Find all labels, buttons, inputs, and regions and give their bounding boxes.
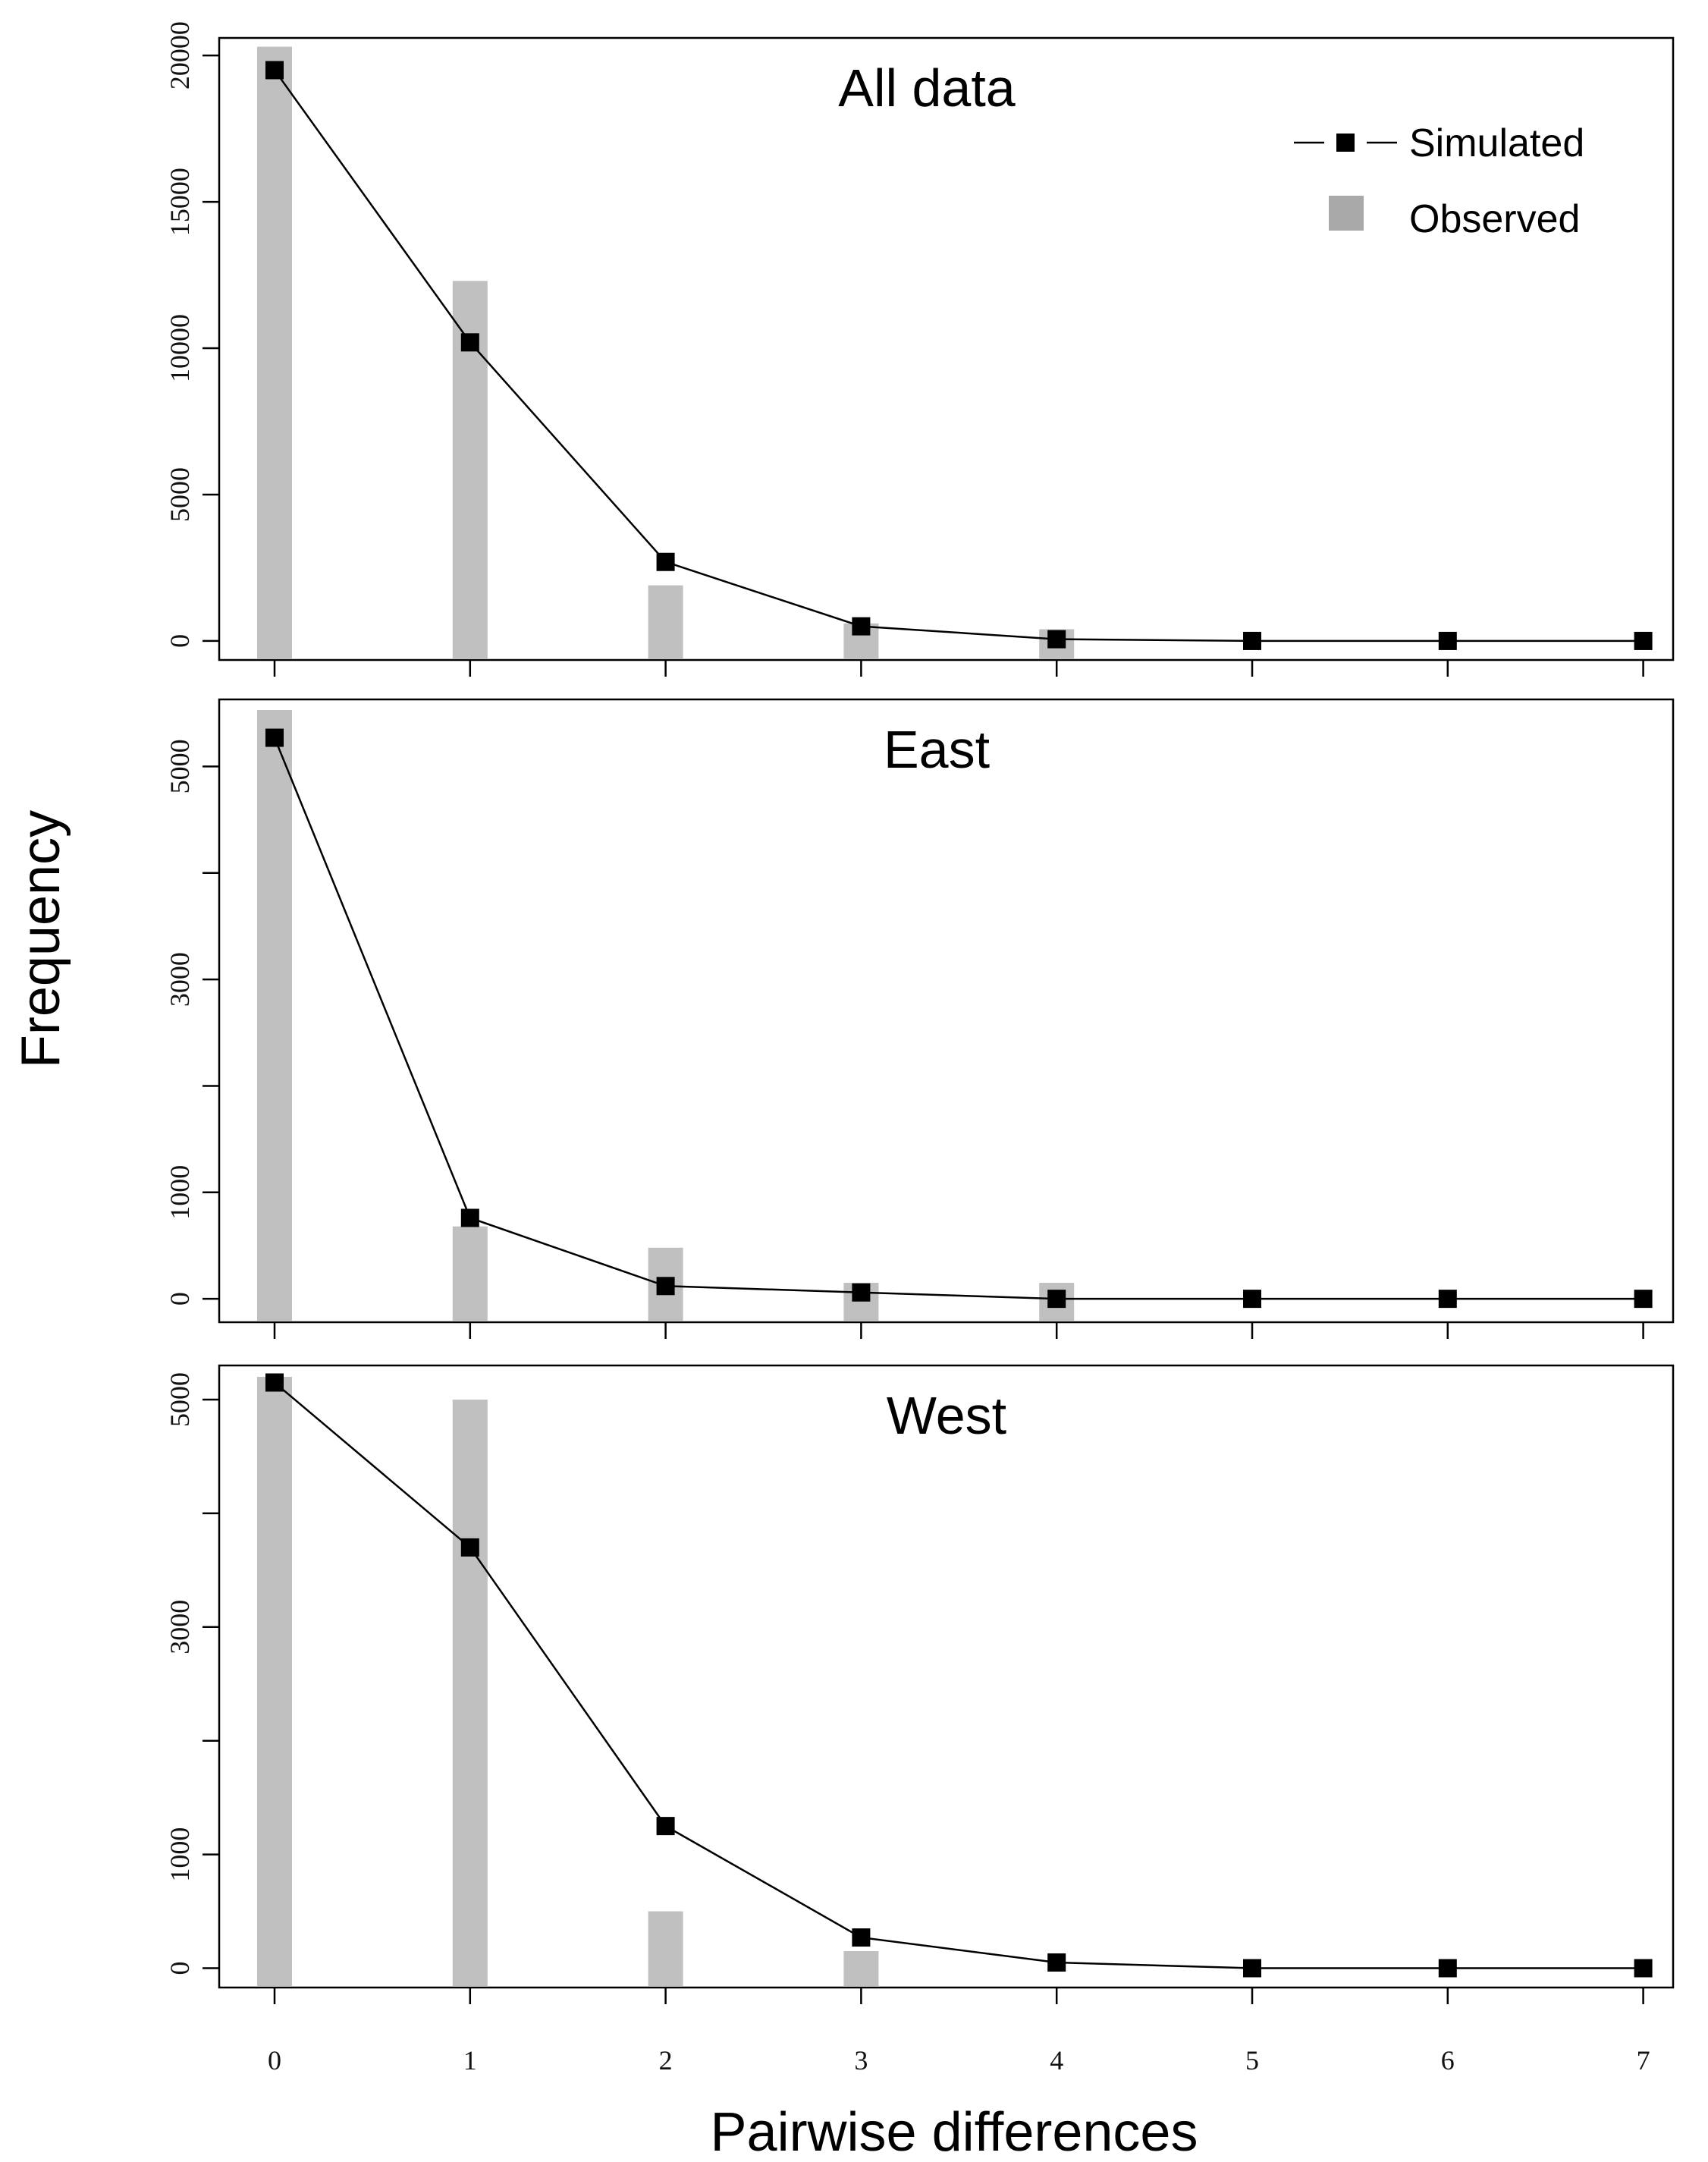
simulated-point bbox=[265, 1373, 284, 1392]
legend-observed-swatch bbox=[1329, 196, 1364, 231]
simulated-point bbox=[1047, 1953, 1066, 1972]
observed-bar bbox=[648, 1911, 683, 1986]
observed-bar bbox=[648, 585, 683, 658]
y-tick-label: 10000 bbox=[165, 314, 195, 382]
x-tick-label: 6 bbox=[1441, 2045, 1455, 2076]
y-tick-label: 0 bbox=[165, 1292, 195, 1306]
panel-1: 0 5000 10000 15000 20000 All data bbox=[165, 21, 1675, 677]
simulated-point bbox=[460, 1208, 479, 1227]
panel-title: West bbox=[887, 1386, 1006, 1445]
simulated-line bbox=[273, 737, 1644, 1300]
panel-3: 0 1000 3000 5000 West bbox=[165, 1364, 1675, 2004]
legend-simulated-marker bbox=[1336, 134, 1355, 152]
simulated-point bbox=[852, 1928, 871, 1947]
simulated-point bbox=[852, 1283, 871, 1302]
simulated-point bbox=[265, 61, 284, 80]
panel-frame bbox=[218, 698, 1675, 1324]
simulated-point bbox=[1243, 1290, 1261, 1309]
simulated-point bbox=[656, 1277, 675, 1296]
x-tick-label: 5 bbox=[1245, 2045, 1259, 2076]
legend-observed-label: Observed bbox=[1409, 197, 1580, 241]
y-tick-label: 5000 bbox=[165, 1372, 195, 1427]
observed-bar bbox=[452, 1226, 488, 1321]
y-tick-label: 5000 bbox=[165, 739, 195, 793]
x-tick-label: 2 bbox=[659, 2045, 673, 2076]
observed-bar bbox=[257, 710, 292, 1321]
simulated-point bbox=[1243, 1959, 1261, 1978]
simulated-point bbox=[1634, 1959, 1653, 1978]
x-axis-title: Pairwise differences bbox=[711, 2102, 1198, 2162]
y-tick-label: 1000 bbox=[165, 1827, 195, 1882]
panel-frame bbox=[218, 1364, 1675, 1989]
y-tick-label: 0 bbox=[165, 1962, 195, 1975]
x-axis: 0 1 2 3 4 5 6 7 bbox=[268, 2045, 1650, 2076]
simulated-point bbox=[1438, 631, 1457, 650]
simulated-point bbox=[265, 728, 284, 747]
simulated-point bbox=[1438, 1290, 1457, 1309]
y-tick-label: 15000 bbox=[165, 168, 195, 236]
simulated-point bbox=[1243, 631, 1261, 650]
y-tick-label: 5000 bbox=[165, 467, 195, 522]
y-tick-label: 3000 bbox=[165, 1600, 195, 1654]
simulated-point bbox=[656, 1817, 675, 1836]
observed-bar bbox=[257, 46, 292, 658]
observed-bar bbox=[452, 1399, 488, 1986]
simulated-point bbox=[656, 552, 675, 571]
observed-bar bbox=[843, 1951, 879, 1986]
y-tick-label: 0 bbox=[165, 634, 195, 648]
y-tick-label: 3000 bbox=[165, 952, 195, 1007]
x-tick-label: 1 bbox=[463, 2045, 477, 2076]
x-tick-label: 3 bbox=[854, 2045, 868, 2076]
simulated-point bbox=[1438, 1959, 1457, 1978]
simulated-line bbox=[274, 1381, 1644, 1969]
y-tick-label: 1000 bbox=[165, 1165, 195, 1220]
simulated-point bbox=[460, 333, 479, 352]
x-tick-label: 0 bbox=[268, 2045, 281, 2076]
simulated-line bbox=[273, 69, 1644, 643]
legend: Simulated Observed bbox=[1294, 121, 1584, 241]
panel-2: 0 1000 3000 5000 East bbox=[165, 698, 1675, 1339]
observed-bar bbox=[257, 1376, 292, 1986]
y-tick-label: 20000 bbox=[165, 21, 195, 90]
panel-title: All data bbox=[838, 58, 1016, 118]
simulated-point bbox=[852, 617, 871, 636]
x-tick-label: 7 bbox=[1637, 2045, 1650, 2076]
simulated-point bbox=[460, 1538, 479, 1557]
x-tick-label: 4 bbox=[1050, 2045, 1063, 2076]
panel-title: East bbox=[884, 720, 990, 779]
simulated-point bbox=[1047, 1290, 1066, 1309]
simulated-point bbox=[1047, 630, 1066, 649]
legend-simulated-label: Simulated bbox=[1409, 121, 1584, 165]
simulated-point bbox=[1634, 631, 1653, 650]
simulated-point bbox=[1634, 1290, 1653, 1309]
y-axis-title: Frequency bbox=[11, 810, 71, 1068]
